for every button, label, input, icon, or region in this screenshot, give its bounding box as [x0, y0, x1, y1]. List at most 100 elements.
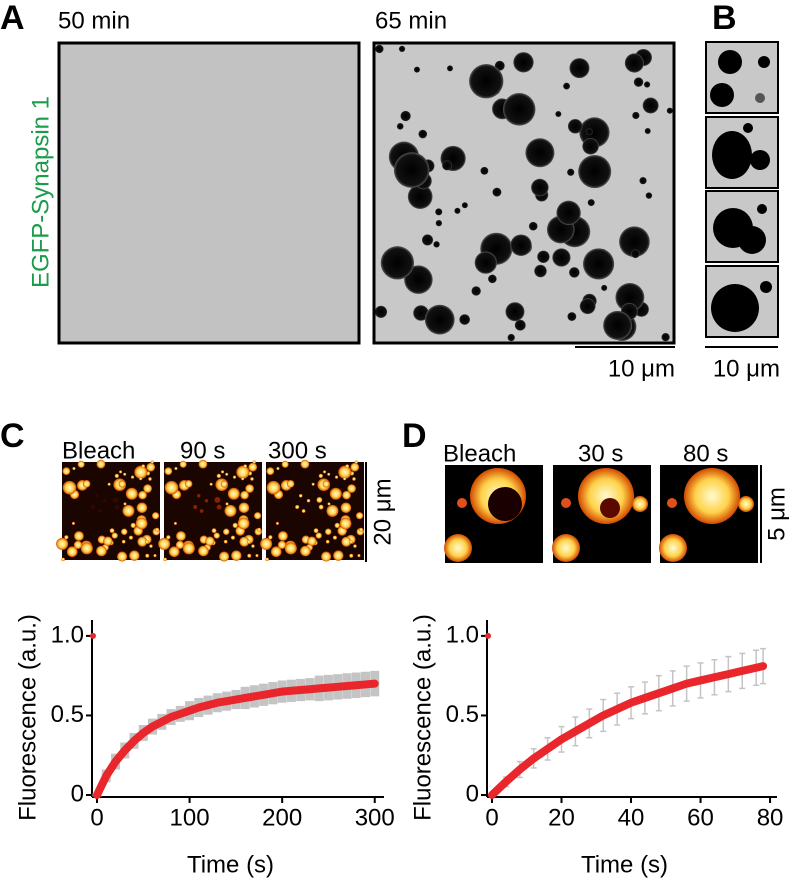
droplet: [393, 152, 430, 188]
droplet: [141, 464, 146, 468]
droplet: [214, 496, 221, 503]
time-label: 50 min: [58, 7, 130, 34]
droplet: [128, 535, 133, 540]
droplet: [563, 82, 571, 90]
droplet: [148, 477, 152, 481]
droplet: [241, 477, 245, 481]
droplet: [413, 66, 420, 73]
x-tick-label: 0: [485, 804, 498, 831]
droplet: [111, 532, 118, 539]
time-label: 65 min: [375, 7, 447, 34]
droplet: [567, 168, 575, 176]
droplet: [666, 107, 673, 114]
droplet: [326, 504, 339, 517]
droplet: [114, 473, 119, 478]
droplet: [223, 539, 228, 544]
x-tick-label: 40: [618, 804, 645, 831]
droplet: [298, 494, 303, 498]
droplet: [510, 234, 532, 256]
droplet: [221, 470, 225, 474]
scale-label: 10 μm: [713, 355, 780, 382]
droplet: [232, 475, 237, 479]
droplet: [480, 166, 489, 175]
frame-label: 30 s: [578, 440, 623, 467]
data-point: [485, 632, 491, 639]
image-frame: [372, 41, 676, 345]
droplet: [149, 544, 153, 548]
droplet: [257, 527, 262, 532]
droplet: [198, 545, 209, 557]
droplet: [555, 111, 562, 118]
droplet: [307, 536, 317, 546]
droplet: [73, 540, 83, 549]
x-tick-label: 0: [90, 804, 103, 831]
droplet: [254, 512, 262, 520]
droplet: [514, 319, 526, 331]
droplet: [461, 202, 468, 209]
droplet: [311, 482, 315, 486]
droplet: [251, 544, 255, 548]
droplet: [281, 460, 289, 468]
droplet: [334, 522, 340, 528]
droplet: [130, 522, 136, 528]
droplet: [231, 550, 242, 561]
droplet: [260, 537, 273, 550]
droplet: [122, 504, 135, 517]
droplet: [74, 531, 84, 541]
droplet: [325, 539, 330, 544]
droplet: [205, 536, 215, 546]
zoom-tiles: [705, 41, 779, 338]
droplet: [166, 535, 171, 540]
droplet: [446, 65, 453, 72]
x-tick-label: 80: [757, 804, 784, 831]
droplet: [243, 464, 248, 468]
droplet: [56, 537, 69, 550]
droplet: [301, 509, 306, 513]
droplet: [359, 527, 364, 532]
droplet: [211, 528, 217, 534]
droplet: [318, 504, 324, 510]
image-droplets: [374, 43, 674, 343]
droplet: [579, 298, 596, 315]
x-axis-label: Time (s): [581, 851, 668, 878]
droplet: [216, 473, 221, 478]
droplet: [338, 465, 352, 479]
droplet: [123, 502, 127, 506]
x-tick-label: 200: [262, 804, 302, 831]
droplet: [213, 532, 220, 539]
droplet: [117, 551, 128, 562]
droplet: [347, 484, 356, 493]
fit-line: [93, 679, 379, 799]
panel-label: D: [402, 417, 427, 455]
droplet: [278, 531, 288, 541]
droplet: [474, 251, 497, 274]
droplet: [534, 264, 547, 278]
droplet: [230, 535, 235, 540]
droplet: [232, 522, 238, 528]
droplet: [404, 265, 433, 294]
y-tick-label: 1.0: [51, 621, 84, 648]
droplet: [333, 550, 344, 561]
droplet: [531, 178, 549, 197]
droplet: [327, 502, 331, 506]
droplet: [225, 502, 229, 506]
droplet: [152, 512, 160, 520]
droplet: [225, 472, 229, 476]
droplet: [97, 509, 102, 513]
droplet: [204, 499, 209, 503]
droplet: [145, 539, 149, 544]
droplet: [80, 542, 93, 555]
droplet: [502, 93, 536, 126]
droplet: [329, 487, 342, 500]
droplet: [642, 97, 659, 114]
droplet: [153, 554, 157, 558]
droplet: [286, 480, 295, 488]
droplet: [121, 539, 126, 544]
droplet: [454, 207, 461, 214]
droplet: [71, 521, 75, 525]
droplet: [255, 554, 259, 558]
droplet: [587, 199, 595, 207]
x-axis-label: Time (s): [187, 851, 274, 878]
droplet: [315, 532, 322, 539]
droplet: [343, 477, 347, 481]
